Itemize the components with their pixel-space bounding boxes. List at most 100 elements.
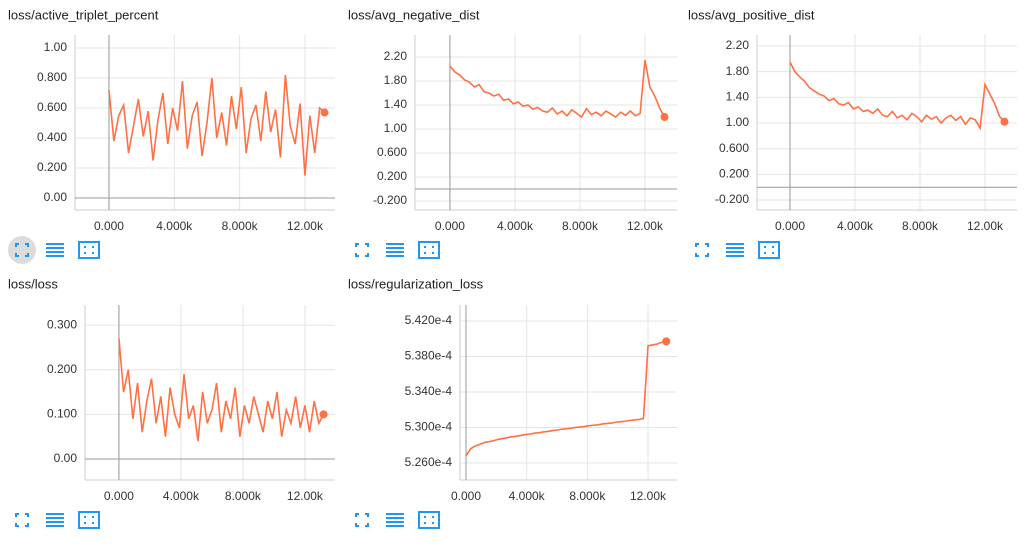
series-line [449,59,666,119]
icon-corner [695,243,699,247]
icon-dot [92,516,94,518]
icon-corner [355,253,359,257]
icon-line [386,521,404,523]
icon-dot [432,522,434,524]
icon-line [726,251,744,253]
fit-domain-button[interactable] [418,511,440,529]
icon-dot [84,252,86,254]
toggle-log-button[interactable] [46,513,64,527]
fullscreen-button[interactable] [15,243,29,257]
icon-line [726,243,744,245]
x-tick-label: 12.00k [287,219,324,233]
icon-corner [365,513,369,517]
y-tick-label: 5.300e-4 [405,420,453,434]
icon-line [386,517,404,519]
x-tick-label: 12.00k [630,489,667,503]
y-tick-label: 1.80 [384,73,408,87]
y-tick-label: 1.40 [384,97,408,111]
icon-corner [15,253,19,257]
icon-line [46,525,64,527]
icon-line [46,517,64,519]
y-tick-label: 0.400 [37,130,67,144]
y-tick-label: 2.20 [726,38,750,52]
x-tick-label: 0.000 [435,219,465,233]
fullscreen-button[interactable] [355,243,369,257]
icon-corner [25,523,29,527]
icon-dot [84,246,86,248]
last-point [319,410,328,419]
x-tick-label: 4.000k [509,489,546,503]
icon-corner [25,513,29,517]
y-tick-label: 0.00 [44,190,68,204]
chart-panel: loss/loss 0.00 0.100 0.200 0.300 0.000 4.000k 8… [8,276,335,529]
icon-corner [365,523,369,527]
toggle-log-button[interactable] [386,513,404,527]
icon-line [46,251,64,253]
x-tick-label: 12.00k [967,219,1004,233]
x-tick-label: 8.000k [569,489,606,503]
toggle-log-button[interactable] [726,243,744,257]
icon-dot [432,246,434,248]
y-tick-label: 1.40 [726,90,750,104]
icon-dot [432,252,434,254]
x-tick-label: 4.000k [163,489,200,503]
icon-dot [764,246,766,248]
fit-domain-button[interactable] [418,241,440,259]
last-point [1000,117,1009,126]
icon-line [386,525,404,527]
last-point [320,108,329,117]
icon-frame [758,241,780,259]
y-tick-label: 5.420e-4 [405,313,453,327]
y-tick-label: 5.380e-4 [405,349,453,363]
x-tick-label: 4.000k [837,219,874,233]
icon-dot [92,252,94,254]
series-line [789,61,1006,131]
toggle-log-button[interactable] [386,243,404,257]
icon-dot [424,252,426,254]
icon-line [46,243,64,245]
x-tick-label: 0.000 [94,219,124,233]
chart-title: loss/loss [8,276,58,291]
series-line [465,340,667,457]
icon-corner [365,243,369,247]
icon-dot [84,516,86,518]
fullscreen-button[interactable] [15,513,29,527]
icon-frame [418,511,440,529]
x-tick-label: 12.00k [627,219,664,233]
y-tick-label: 0.600 [377,145,407,159]
fit-domain-button[interactable] [78,511,100,529]
icon-dot [772,252,774,254]
y-tick-label: -0.200 [715,192,749,206]
icon-corner [15,243,19,247]
y-tick-label: 0.200 [37,160,67,174]
chart-panel: loss/avg_negative_dist -0.200 0.200 0.600 1.… [348,7,677,259]
icon-line [46,255,64,257]
icon-corner [695,253,699,257]
chart-title: loss/regularization_loss [348,276,484,291]
y-tick-label: 0.300 [47,317,77,331]
icon-line [386,255,404,257]
fit-domain-button[interactable] [758,241,780,259]
fullscreen-button[interactable] [695,243,709,257]
x-tick-label: 0.000 [775,219,805,233]
icon-corner [15,513,19,517]
icon-dot [92,246,94,248]
y-tick-label: 0.600 [37,100,67,114]
icon-dot [92,522,94,524]
icon-highlight [8,236,36,264]
icon-dot [424,516,426,518]
x-tick-label: 4.000k [156,219,193,233]
fullscreen-button[interactable] [355,513,369,527]
icon-corner [15,523,19,527]
x-tick-label: 4.000k [497,219,534,233]
icon-line [726,247,744,249]
icon-corner [705,253,709,257]
toggle-log-button[interactable] [46,243,64,257]
icon-line [46,247,64,249]
fit-domain-button[interactable] [78,241,100,259]
series-line [118,338,325,442]
icon-line [46,513,64,515]
chart-title: loss/avg_negative_dist [348,7,480,22]
icon-dot [424,522,426,524]
